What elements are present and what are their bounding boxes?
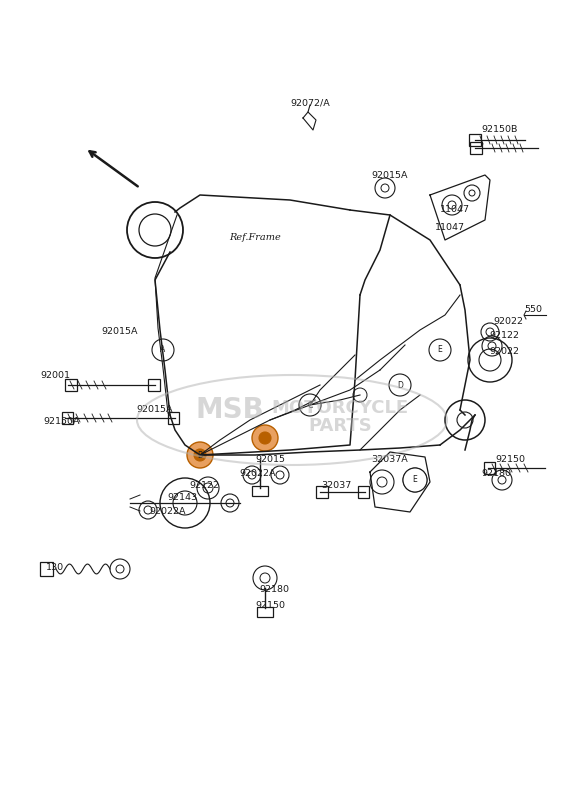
Text: 92150B: 92150B — [482, 126, 518, 134]
Circle shape — [403, 468, 427, 492]
Text: 92015A: 92015A — [137, 406, 173, 414]
Text: 92022: 92022 — [493, 318, 523, 326]
Text: 92015: 92015 — [255, 455, 285, 465]
Bar — [484, 462, 495, 474]
Text: 92022A: 92022A — [150, 507, 186, 517]
Circle shape — [429, 339, 451, 361]
Text: 92022: 92022 — [489, 347, 519, 357]
Text: 32037: 32037 — [321, 481, 351, 490]
Text: 11047: 11047 — [440, 206, 470, 214]
Text: D: D — [397, 381, 403, 390]
Circle shape — [389, 374, 411, 396]
Circle shape — [194, 449, 206, 461]
Circle shape — [188, 443, 212, 467]
Circle shape — [152, 339, 174, 361]
Text: 92122: 92122 — [189, 481, 219, 490]
Bar — [252, 486, 268, 496]
Text: 92072/A: 92072/A — [290, 98, 330, 107]
Text: 92150A: 92150A — [44, 418, 80, 426]
Bar — [148, 379, 160, 391]
Text: 92180: 92180 — [259, 586, 289, 594]
Bar — [168, 412, 179, 424]
Text: 92022A: 92022A — [240, 470, 276, 478]
Circle shape — [252, 425, 278, 451]
Circle shape — [299, 394, 321, 416]
Text: PARTS: PARTS — [308, 417, 372, 435]
Bar — [316, 486, 328, 498]
Bar — [358, 486, 369, 498]
Circle shape — [259, 432, 271, 444]
Text: E: E — [413, 475, 418, 485]
Text: E: E — [437, 346, 442, 354]
Text: 92015A: 92015A — [372, 170, 408, 179]
Text: 92001: 92001 — [40, 370, 70, 379]
Bar — [470, 142, 482, 154]
Text: 92122: 92122 — [489, 331, 519, 341]
Text: 130: 130 — [46, 563, 64, 573]
Text: 92150: 92150 — [255, 602, 285, 610]
Text: A: A — [161, 346, 166, 354]
Text: MOTORCYCLE: MOTORCYCLE — [272, 399, 409, 417]
Text: 92180: 92180 — [481, 470, 511, 478]
Text: MSB: MSB — [196, 396, 265, 424]
Bar — [469, 134, 481, 146]
Text: C: C — [307, 401, 312, 410]
Bar — [65, 379, 77, 391]
Text: 550: 550 — [524, 306, 542, 314]
Bar — [62, 412, 73, 424]
Text: 92143: 92143 — [167, 494, 197, 502]
Text: B: B — [197, 450, 203, 459]
Circle shape — [187, 442, 213, 468]
Text: 32037A: 32037A — [371, 455, 408, 465]
Text: 92150: 92150 — [495, 455, 525, 465]
Bar — [40, 562, 53, 576]
Text: 11047: 11047 — [435, 223, 465, 233]
Bar — [257, 607, 273, 617]
Text: Ref.Frame: Ref.Frame — [229, 234, 281, 242]
Text: 92015A: 92015A — [102, 327, 138, 337]
